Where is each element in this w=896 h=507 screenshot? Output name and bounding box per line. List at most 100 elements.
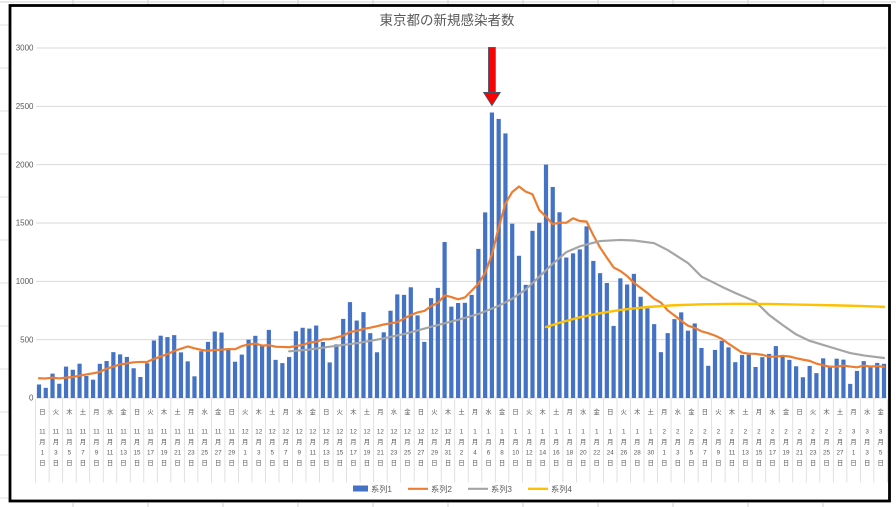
bar-series1 [63,366,69,398]
bar-series1 [104,361,109,398]
bar-series1 [611,325,616,398]
x-axis-tick-label: 3 [257,450,261,457]
x-axis-tick-label: 金 [215,407,222,416]
x-axis-tick-label: 日 [607,408,613,416]
x-axis-tick-label: 月 [215,438,221,446]
x-axis-tick-label: 木 [539,407,546,416]
x-axis-tick-label: 月 [296,438,302,446]
x-axis-tick-label: 12 [296,429,304,436]
legend-swatch-series1 [353,485,368,492]
x-axis-tick-label: 月 [93,438,99,446]
x-axis-tick-label: 日 [418,459,424,467]
x-axis-tick-label: 日 [80,459,86,467]
x-axis-tick-label: 2 [460,450,464,457]
x-axis-tick-label: 11 [80,429,87,436]
x-axis-tick-label: 日 [567,459,573,467]
bar-series1 [868,365,873,398]
x-axis-tick-label: 月 [120,438,126,446]
bar-series1 [645,308,650,398]
x-axis-tick-label: 火 [242,409,249,416]
x-axis-tick-label: 2 [744,429,748,436]
y-axis-tick-label: 0 [29,394,34,403]
x-axis-tick-label: 1 [595,429,599,436]
x-axis-tick-label: 月 [350,438,356,446]
x-axis-tick-label: 木 [256,407,263,416]
bar-series1 [131,368,136,398]
x-axis-tick-label: 日 [147,459,153,467]
x-axis-tick-label: 日 [377,459,383,467]
y-axis-tick-label: 500 [20,335,34,344]
x-axis-tick-label: 日 [702,408,708,416]
bar-series1 [726,347,731,398]
x-axis-tick-label: 火 [337,409,344,416]
x-axis-tick-label: 日 [120,459,126,467]
x-axis-tick-label: 火 [715,409,722,416]
x-axis-tick-label: 水 [675,407,682,416]
bar-series1 [334,344,339,398]
x-axis-tick-label: 月 [80,438,86,446]
bar-series1 [787,359,792,398]
x-axis-tick-label: 日 [310,459,316,467]
x-axis-tick-label: 月 [634,438,640,446]
x-axis-tick-label: 1 [541,429,545,436]
x-axis-tick-label: 2 [757,429,761,436]
x-axis-tick-label: 月 [567,438,573,446]
x-axis-tick-label: 日 [458,459,464,467]
x-axis-tick-label: 金 [404,407,411,416]
x-axis-tick-label: 25 [201,450,209,457]
x-axis-tick-label: 25 [404,450,412,457]
line-series4 [544,302,886,329]
bar-series1 [422,341,427,398]
bar-series1 [232,361,238,398]
bar-series1 [280,363,285,398]
bar-series1 [658,352,664,398]
x-axis-tick-label: 7 [284,450,288,457]
bar-series1 [293,331,298,398]
x-axis-tick-label: 月 [174,438,180,446]
x-axis-tick-label: 月 [39,438,45,446]
x-axis-tick-label: 火 [810,409,817,416]
x-axis-tick-label: 1 [608,429,612,436]
x-axis-tick-label: 木 [634,407,641,416]
x-axis-tick-label: 日 [323,459,329,467]
x-axis-tick-label: 12 [417,429,425,436]
x-axis-tick-label: 火 [621,409,628,416]
bar-series1 [435,287,440,398]
x-axis-tick-label: 21 [174,450,182,457]
x-axis-tick-label: 月 [134,438,140,446]
x-axis-tick-label: 日 [215,459,221,467]
x-axis-tick-label: 月 [702,438,708,446]
bar-series1 [449,306,454,398]
x-axis-tick-label: 5 [879,450,883,457]
x-axis-tick-label: 4 [473,450,477,457]
bar-series1 [685,330,691,398]
x-axis-tick-label: 日 [269,459,275,467]
legend-label-series2: 系列2 [431,484,452,494]
y-axis-tick-label: 2500 [16,102,34,111]
bar-series1 [307,328,312,398]
bar-series1 [192,376,197,398]
bar-series1 [881,363,887,398]
x-axis-tick-label: 17 [769,450,777,457]
bar-series1 [50,373,55,398]
x-axis-tick-label: 月 [485,438,491,446]
x-axis-tick-label: 日 [756,459,762,467]
bar-series1 [287,356,292,398]
x-axis-tick-label: 12 [390,429,398,436]
x-axis-tick-label: 2 [730,429,734,436]
red-arrow-annotation[interactable] [482,47,502,107]
bar-series1 [746,354,751,398]
x-axis-tick-label: 11 [161,429,168,436]
x-axis-tick-label: 月 [283,438,289,446]
bar-series1 [814,373,819,398]
x-axis-tick-label: 11 [310,450,317,457]
x-axis-tick-label: 日 [594,459,600,467]
x-axis-tick-label: 月 [742,438,748,446]
x-axis-tick-label: 日 [634,459,640,467]
x-axis-tick-label: 月 [512,438,518,446]
bar-series1 [476,248,481,398]
x-axis-tick-label: 13 [323,450,331,457]
x-axis-tick-label: 12 [242,429,250,436]
x-axis-tick-label: 12 [404,429,412,436]
